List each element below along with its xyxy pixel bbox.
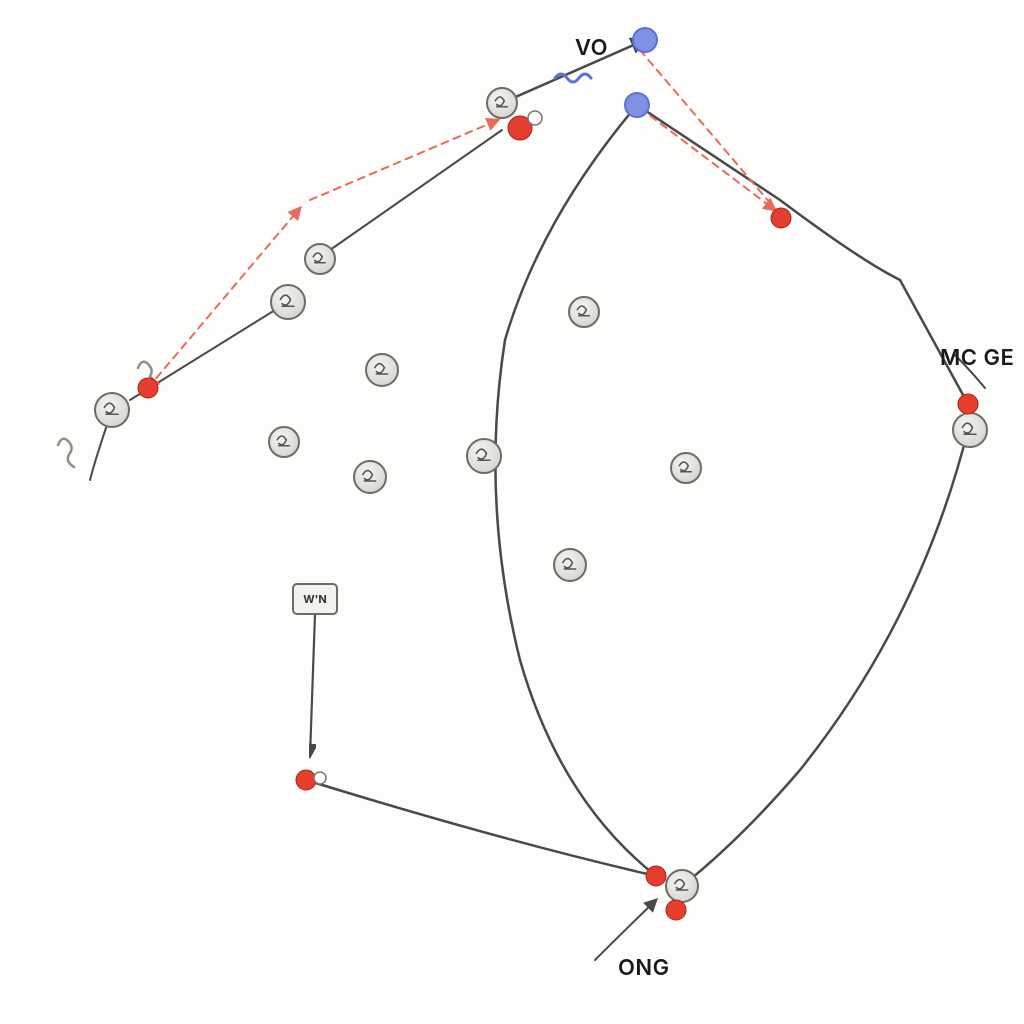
label-layer: VO MC GE ONG	[575, 35, 1014, 981]
edge-dashed-d3	[640, 108, 775, 210]
squiggle-sq3	[138, 362, 152, 376]
edge-s10	[310, 614, 315, 756]
badge-b1	[487, 88, 517, 118]
white-dot-w2	[314, 772, 326, 784]
badge-b5	[269, 427, 299, 457]
box-wyn: W'N	[293, 584, 337, 614]
badge-b3	[271, 285, 305, 319]
badge-b7	[354, 461, 386, 493]
label-ong: ONG	[618, 955, 670, 981]
blue-dot-bl2	[625, 93, 649, 117]
badge-b13	[666, 870, 698, 902]
edge-s11	[595, 900, 656, 960]
badge-b8	[467, 439, 501, 473]
white-dot-w1	[528, 111, 542, 125]
badge-b10	[671, 453, 701, 483]
red-dot-r4	[958, 394, 978, 414]
edge-s8	[330, 130, 502, 250]
red-dot-r2	[138, 378, 158, 398]
edge-s2	[637, 105, 900, 280]
badge-b9	[569, 297, 599, 327]
red-dot-r6	[646, 866, 666, 886]
red-dot-r3	[771, 208, 791, 228]
badge-layer	[95, 88, 987, 902]
label-vo: VO	[575, 35, 608, 61]
edge-s5	[495, 105, 656, 876]
label-mcge: MC GE	[940, 345, 1014, 371]
red-dot-r5	[296, 770, 316, 790]
badge-b12	[953, 413, 987, 447]
network-diagram: W'N VO MC GE ONG	[0, 0, 1024, 1024]
edges-solid-layer	[90, 40, 985, 960]
edge-s3	[900, 280, 968, 404]
box-layer: W'N	[293, 584, 337, 614]
badge-b4	[95, 393, 129, 427]
edge-s6	[306, 780, 656, 876]
badge-b11	[554, 549, 586, 581]
box-text-wyn: W'N	[303, 592, 327, 606]
badge-b2	[305, 244, 335, 274]
badge-b6	[366, 354, 398, 386]
blue-dot-bl1	[633, 28, 657, 52]
red-dot-r7	[666, 900, 686, 920]
edge-dashed-d2	[310, 120, 498, 200]
edge-dashed-d4	[640, 50, 776, 210]
squiggle-sq2	[58, 439, 74, 467]
edges-dashed-layer	[148, 50, 776, 388]
edge-s1	[502, 40, 645, 103]
edge-s4	[682, 430, 968, 886]
dot-layer	[138, 28, 978, 920]
